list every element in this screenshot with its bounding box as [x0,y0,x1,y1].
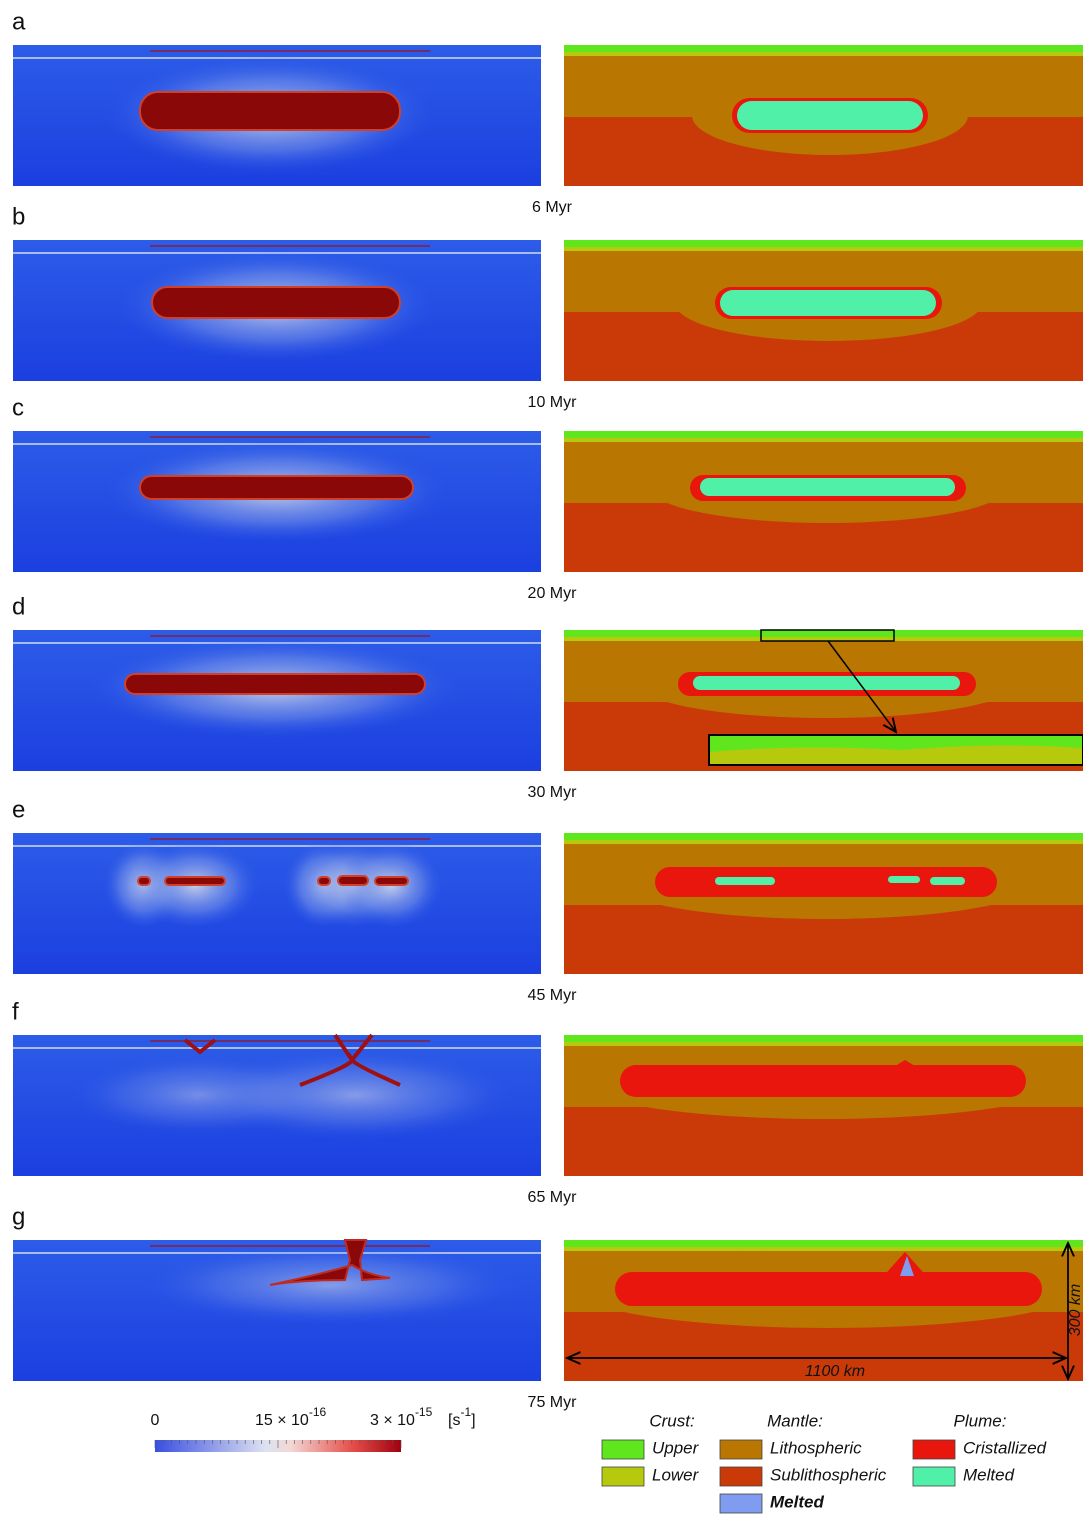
legend-label: Melted [770,1492,824,1511]
panel-letter: g [12,1203,25,1230]
lower-crust [564,637,1083,641]
upper-crust [564,240,1083,247]
panel-letter: a [12,8,26,35]
strain-blob [374,876,409,886]
strain-blob [137,876,151,886]
plume-crystallized [655,867,997,897]
strain-blob [151,286,401,319]
strain-blob [317,876,331,886]
panel-letter: d [12,593,25,620]
legend-swatch [719,1439,763,1460]
lower-crust [564,52,1083,56]
legend-label: Upper [652,1438,700,1457]
mantle-melted [900,1256,914,1276]
panel-letter: c [12,394,24,421]
lower-crust [564,247,1083,251]
strain-blob [124,673,426,695]
plume-melted [888,876,920,883]
strain-blob [139,475,414,500]
inset-arrow [827,640,896,732]
legend-label: Lithospheric [770,1438,862,1457]
lower-crust [564,438,1083,442]
strain-blob [164,876,226,886]
time-label: 10 Myr [528,394,578,411]
plume-melted [720,290,936,316]
legend-label: Cristallized [963,1438,1047,1457]
plume-melted [700,478,955,496]
time-label: 65 Myr [528,1189,578,1206]
colorbar-label-base: 15 × 10 [255,1412,309,1429]
legend-swatch [601,1466,645,1487]
strain-blob [139,91,401,131]
lower-crust [564,1247,1083,1251]
plume-melted [930,877,965,885]
legend-label: Sublithospheric [770,1465,887,1484]
time-label: 30 Myr [528,784,578,801]
plume-melted [693,676,960,690]
legend-label: Lower [652,1465,700,1484]
lower-crust [564,840,1083,844]
strain-blob [337,875,369,886]
depth-label: 300 km [1067,1284,1083,1336]
upper-crust [564,1035,1083,1042]
colorbar-unit: [s-1] [448,1405,476,1429]
width-label: 1100 km [805,1363,865,1380]
plume-melted [737,101,923,130]
time-label: 45 Myr [528,987,578,1004]
inset-upper [710,736,1082,752]
legend-swatch [912,1439,956,1460]
plume-crystallized [620,1065,1026,1097]
inset-source [760,629,895,642]
strain-crack [269,1239,391,1286]
colorbar-label-base: 0 [151,1412,160,1429]
lower-crust [564,1042,1083,1046]
time-label: 6 Myr [532,199,573,216]
unit-exp: -1 [460,1405,471,1419]
colorbar-label: 0 [151,1412,160,1429]
colorbar-label: 3 × 10-15 [370,1405,433,1429]
plume-crystallized [615,1272,1042,1306]
upper-crust [564,1240,1083,1247]
legend-swatch [719,1493,763,1514]
time-label: 20 Myr [528,585,578,602]
legend-swatch [912,1466,956,1487]
time-label: 75 Myr [528,1394,578,1411]
legend-heading: Crust: [649,1411,695,1430]
legend-heading: Mantle: [767,1411,823,1430]
panel-letter: b [12,203,25,230]
strain-halo [140,1245,520,1325]
colorbar-label-exp: -15 [415,1405,433,1419]
upper-crust [564,431,1083,438]
upper-crust [564,833,1083,840]
legend-heading: Plume: [954,1411,1007,1430]
unit-close: ] [471,1412,475,1429]
strain-crack [183,1033,401,1087]
legend-swatch [719,1466,763,1487]
panel-letter: e [12,796,25,823]
plume-melted [715,877,775,885]
colorbar-label-exp: -16 [309,1405,327,1419]
colorbar-label-base: 3 × 10 [370,1412,415,1429]
plume-apex [880,1060,930,1075]
legend-swatch [601,1439,645,1460]
colorbar-label: 15 × 10-16 [255,1405,326,1429]
legend-label: Melted [963,1465,1015,1484]
upper-crust [564,630,1083,637]
unit-open: [s [448,1412,460,1429]
strain-halo [195,1050,515,1140]
panel-letter: f [12,998,19,1025]
strain-panel [13,833,541,974]
upper-crust [564,45,1083,52]
